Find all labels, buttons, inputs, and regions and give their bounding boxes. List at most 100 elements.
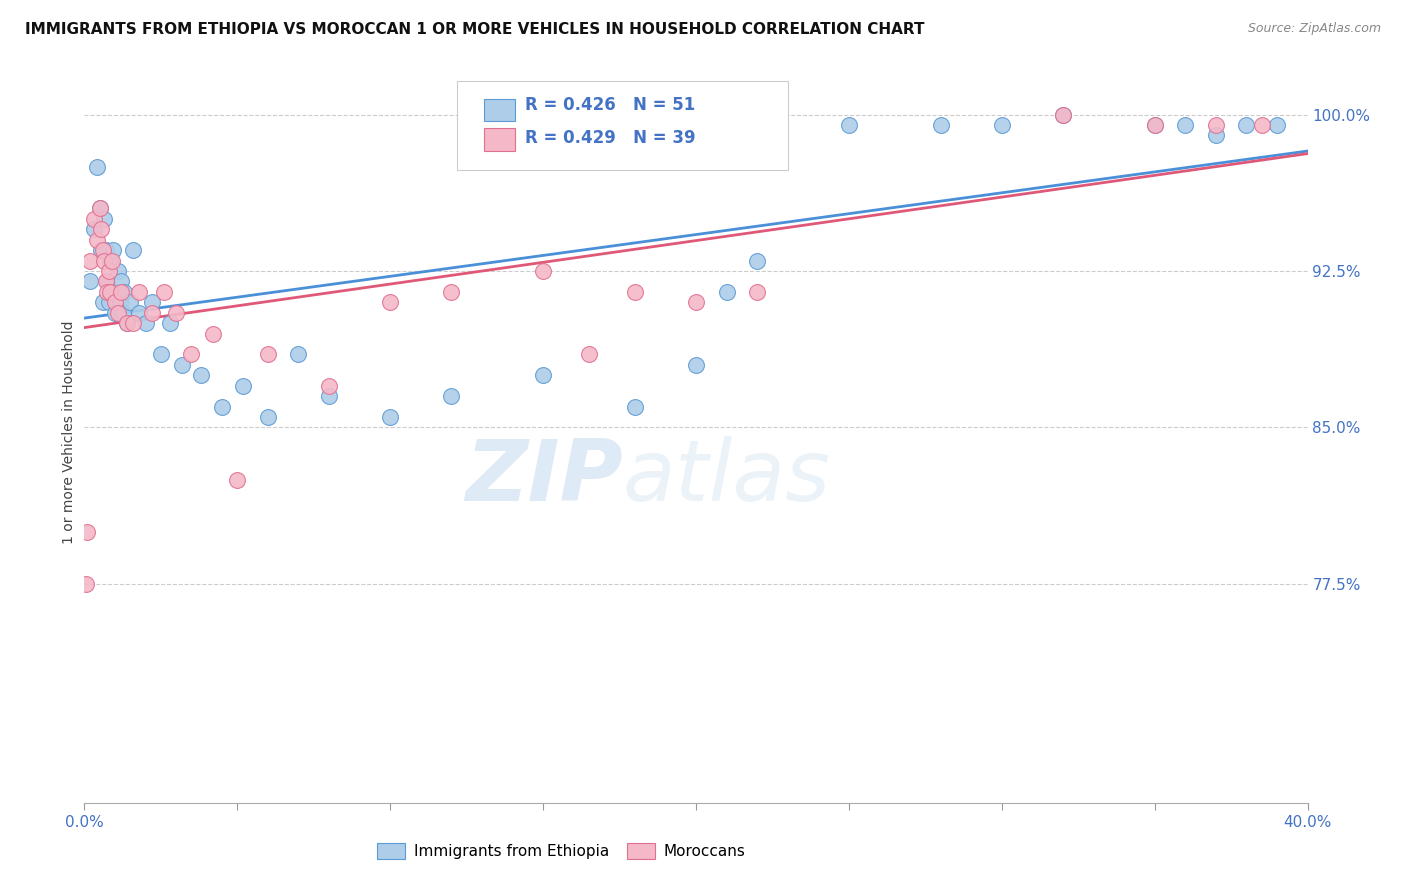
Text: IMMIGRANTS FROM ETHIOPIA VS MOROCCAN 1 OR MORE VEHICLES IN HOUSEHOLD CORRELATION: IMMIGRANTS FROM ETHIOPIA VS MOROCCAN 1 O… <box>25 22 925 37</box>
Point <box>1236 118 1258 132</box>
Point <box>91 243 114 257</box>
Point <box>159 316 181 330</box>
Point <box>380 409 402 424</box>
Point <box>128 285 150 299</box>
Point <box>1052 107 1074 121</box>
Point <box>747 253 769 268</box>
Point <box>257 347 280 361</box>
Point <box>104 295 127 310</box>
Point <box>257 409 280 424</box>
Point <box>135 316 157 330</box>
Point <box>685 295 707 310</box>
Point <box>94 243 117 257</box>
Bar <box>484 128 515 151</box>
Point <box>180 347 202 361</box>
Point <box>108 295 131 310</box>
Point <box>1143 118 1166 132</box>
Point <box>685 358 707 372</box>
Point <box>201 326 224 341</box>
Point <box>96 285 118 299</box>
Point <box>531 264 554 278</box>
Point <box>211 400 233 414</box>
Point <box>107 264 129 278</box>
Text: Source: ZipAtlas.com: Source: ZipAtlas.com <box>1247 22 1381 36</box>
Point <box>89 202 111 216</box>
Y-axis label: 1 or more Vehicles in Household: 1 or more Vehicles in Household <box>62 321 76 544</box>
Point <box>93 211 115 226</box>
Point <box>101 285 124 299</box>
Point <box>98 253 121 268</box>
Point <box>122 316 145 330</box>
Point <box>1143 118 1166 132</box>
Point <box>115 316 138 330</box>
Point <box>1250 118 1272 132</box>
Point <box>165 306 187 320</box>
Point <box>149 347 172 361</box>
Point <box>110 285 132 299</box>
Point <box>929 118 952 132</box>
Point <box>232 378 254 392</box>
Point <box>90 222 112 236</box>
Point <box>380 295 402 310</box>
Point <box>96 274 118 288</box>
Point <box>83 222 105 236</box>
Point <box>624 400 647 414</box>
Bar <box>484 99 515 121</box>
Point <box>91 295 114 310</box>
Point <box>120 295 142 310</box>
Point <box>172 358 194 372</box>
Point <box>1265 118 1288 132</box>
Point <box>76 524 98 539</box>
Point <box>107 306 129 320</box>
Point <box>101 253 124 268</box>
Point <box>97 295 120 310</box>
Point <box>287 347 309 361</box>
Point <box>1052 107 1074 121</box>
Point <box>105 285 128 299</box>
Point <box>141 306 163 320</box>
Point <box>115 316 138 330</box>
Point <box>112 285 135 299</box>
Point <box>79 253 101 268</box>
Point <box>531 368 554 383</box>
Point <box>578 347 600 361</box>
Point <box>111 306 134 320</box>
Point <box>79 274 101 288</box>
Legend: Immigrants from Ethiopia, Moroccans: Immigrants from Ethiopia, Moroccans <box>371 838 752 865</box>
Point <box>1205 118 1227 132</box>
Point <box>103 243 125 257</box>
Point <box>716 285 738 299</box>
Point <box>93 253 115 268</box>
Point <box>104 306 127 320</box>
FancyBboxPatch shape <box>457 81 787 169</box>
Point <box>97 264 120 278</box>
Point <box>190 368 212 383</box>
Point <box>624 285 647 299</box>
Point <box>440 285 463 299</box>
Point <box>122 243 145 257</box>
Point <box>110 274 132 288</box>
Text: R = 0.429   N = 39: R = 0.429 N = 39 <box>524 129 696 147</box>
Point <box>83 211 105 226</box>
Point <box>98 285 121 299</box>
Point <box>75 577 97 591</box>
Point <box>153 285 176 299</box>
Text: atlas: atlas <box>623 435 831 518</box>
Point <box>94 274 117 288</box>
Point <box>141 295 163 310</box>
Point <box>747 285 769 299</box>
Text: ZIP: ZIP <box>465 435 623 518</box>
Point <box>991 118 1014 132</box>
Point <box>1205 128 1227 143</box>
Point <box>128 306 150 320</box>
Point <box>86 233 108 247</box>
Text: R = 0.426   N = 51: R = 0.426 N = 51 <box>524 95 695 113</box>
Point <box>440 389 463 403</box>
Point <box>318 378 340 392</box>
Point <box>90 243 112 257</box>
Point <box>838 118 860 132</box>
Point <box>86 160 108 174</box>
Point <box>318 389 340 403</box>
Point <box>89 202 111 216</box>
Point <box>1174 118 1197 132</box>
